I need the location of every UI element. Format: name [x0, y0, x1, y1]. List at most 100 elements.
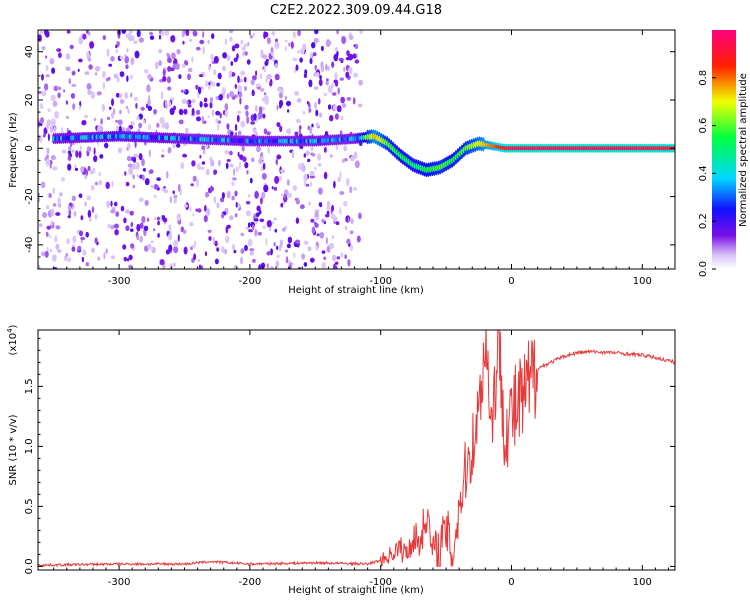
noise-cell — [348, 66, 353, 75]
noise-cell — [199, 101, 203, 108]
noise-cell — [158, 49, 163, 54]
noise-cell — [125, 225, 130, 232]
noise-cell — [168, 224, 172, 231]
noise-cell — [231, 195, 235, 201]
noise-cell — [214, 258, 219, 265]
noise-cell — [199, 154, 202, 159]
x-tick-label: -200 — [239, 577, 262, 588]
noise-cell — [128, 36, 134, 41]
noise-cell — [287, 236, 293, 244]
noise-cell — [208, 65, 211, 71]
noise-cell — [191, 56, 194, 63]
noise-cell — [245, 43, 249, 47]
noise-cell — [57, 86, 62, 91]
noise-cell — [66, 30, 71, 34]
noise-cell — [117, 147, 123, 154]
noise-cell — [248, 194, 251, 198]
noise-cell — [128, 264, 133, 269]
noise-cell — [138, 122, 143, 129]
noise-cell — [121, 30, 127, 35]
snr-xlabel: Height of straight line (km) — [288, 585, 424, 596]
noise-cell — [43, 127, 48, 135]
noise-cell — [100, 118, 103, 125]
noise-cell — [168, 233, 173, 241]
noise-cell — [151, 246, 157, 254]
noise-cell — [349, 186, 353, 194]
noise-cell — [354, 160, 360, 169]
snr-scale-label: (x104) — [6, 324, 19, 355]
noise-cell — [263, 31, 266, 40]
noise-cell — [71, 149, 75, 153]
noise-cell — [271, 221, 275, 225]
noise-cell — [167, 86, 172, 91]
noise-cell — [165, 122, 169, 130]
noise-cell — [269, 78, 273, 87]
noise-cell — [347, 217, 350, 223]
noise-cell — [237, 202, 241, 209]
noise-cell — [143, 225, 149, 232]
noise-cell — [188, 38, 193, 43]
noise-cell — [81, 256, 85, 263]
noise-cell — [55, 243, 60, 250]
noise-cell — [129, 243, 135, 249]
noise-cell — [93, 155, 98, 163]
noise-cell — [247, 222, 251, 228]
noise-cell — [215, 118, 219, 124]
noise-cell — [167, 146, 172, 154]
noise-cell — [105, 248, 108, 254]
noise-cell — [50, 155, 57, 161]
y-tick-label: 1.0 — [24, 438, 35, 454]
noise-cell — [167, 66, 172, 72]
noise-cell — [120, 205, 125, 212]
noise-cell — [297, 266, 301, 269]
noise-cell — [350, 218, 354, 225]
noise-cell — [213, 56, 219, 64]
noise-cell — [138, 37, 144, 43]
noise-cell — [77, 68, 80, 72]
noise-cell — [339, 206, 342, 215]
noise-cell — [173, 197, 177, 204]
noise-cell — [317, 163, 322, 167]
noise-cell — [52, 166, 58, 171]
noise-cell — [70, 93, 75, 99]
noise-cell — [201, 145, 206, 150]
noise-cell — [314, 223, 319, 228]
noise-cell — [269, 266, 275, 269]
noise-cell — [346, 178, 350, 187]
noise-cell — [45, 30, 50, 38]
noise-cell — [92, 167, 96, 174]
noise-cell — [325, 81, 329, 86]
noise-cell — [106, 200, 110, 208]
noise-cell — [161, 149, 165, 153]
colorbar-ticks: 0.0 0.2 0.4 0.6 0.8 — [698, 70, 716, 277]
noise-cell — [258, 106, 263, 114]
noise-cell — [67, 257, 72, 263]
noise-cell — [249, 34, 254, 39]
noise-cell — [182, 40, 185, 45]
noise-cell — [75, 167, 78, 171]
noise-cell — [303, 240, 309, 245]
noise-cell — [252, 258, 256, 263]
noise-cell — [348, 35, 354, 40]
noise-cell — [267, 146, 270, 154]
noise-cell — [333, 265, 338, 269]
noise-cell — [144, 200, 149, 206]
noise-cell — [343, 145, 348, 152]
noise-cell — [119, 71, 125, 77]
noise-cell — [147, 74, 152, 80]
noise-cell — [64, 255, 67, 261]
noise-cell — [254, 105, 258, 112]
noise-cell — [185, 30, 190, 37]
noise-cell — [340, 115, 344, 121]
noise-cell — [247, 238, 253, 247]
noise-cell — [288, 192, 293, 199]
noise-cell — [349, 230, 354, 235]
noise-cell — [213, 69, 217, 76]
noise-cell — [38, 90, 42, 94]
noise-cell — [202, 31, 205, 38]
noise-cell — [68, 78, 72, 85]
noise-cell — [213, 169, 218, 175]
noise-cell — [339, 191, 345, 195]
noise-cell — [165, 249, 170, 255]
